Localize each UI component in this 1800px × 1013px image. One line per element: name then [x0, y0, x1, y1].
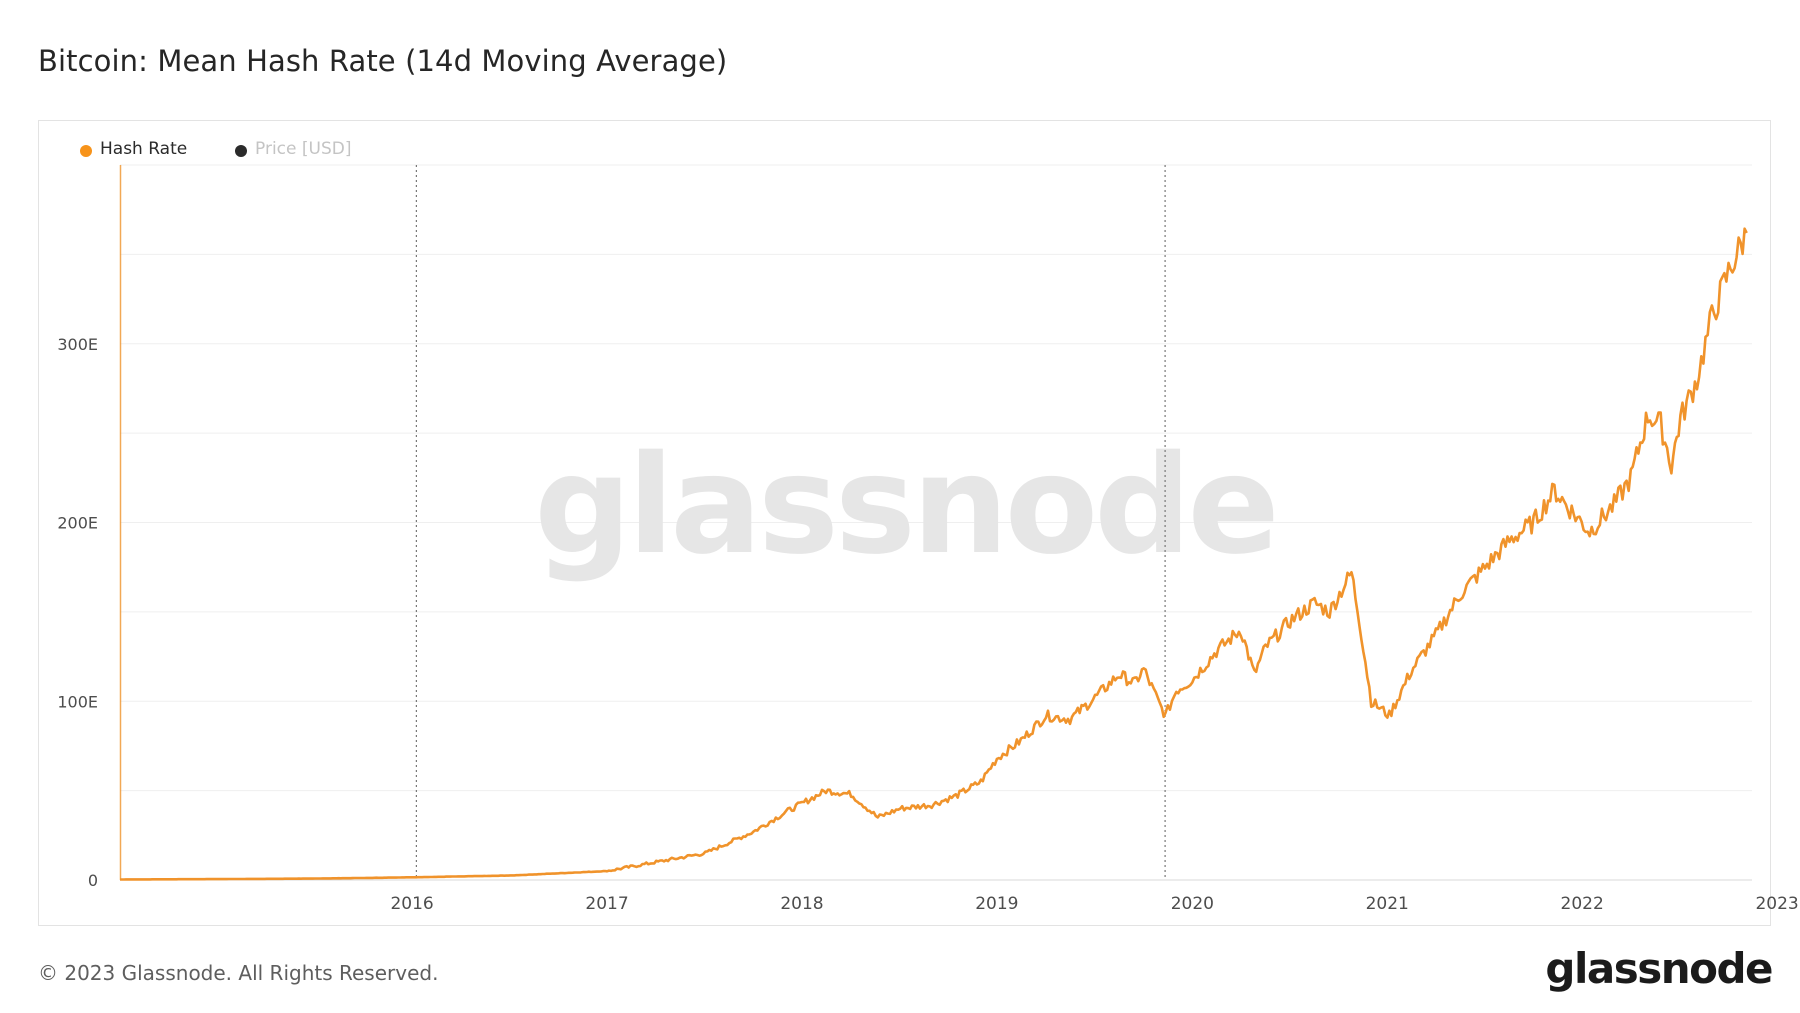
vertical-markers — [415, 165, 1166, 880]
x-tick-label: 2018 — [780, 894, 823, 914]
legend-item-price[interactable]: Price [USD] — [255, 139, 352, 159]
x-tick-label: 2016 — [390, 894, 433, 914]
legend-item-hash-rate[interactable]: Hash Rate — [100, 139, 188, 159]
x-tick-label: 2019 — [975, 894, 1018, 914]
watermark: glassnode — [534, 427, 1275, 585]
y-tick-label: 300E — [57, 335, 98, 354]
y-tick-label: 0 — [88, 871, 98, 890]
copyright-text: © 2023 Glassnode. All Rights Reserved. — [38, 961, 439, 985]
y-axis-ticks: 0 100E 200E 300E — [57, 335, 98, 890]
x-tick-label: 2020 — [1171, 894, 1214, 914]
x-tick-label: 2023 — [1755, 894, 1798, 914]
series-line-hash-rate — [120, 227, 1748, 881]
chart-title: Bitcoin: Mean Hash Rate (14d Moving Aver… — [38, 44, 728, 78]
grid-lines — [120, 164, 1752, 792]
legend-dot-hash-rate — [80, 145, 92, 157]
legend-dot-price — [235, 145, 247, 157]
x-tick-label: 2021 — [1366, 894, 1409, 914]
series-layer — [119, 165, 1748, 881]
y-tick-label: 200E — [57, 514, 98, 533]
y-tick-label: 100E — [57, 692, 98, 711]
glassnode-logo: glassnode — [1545, 944, 1773, 993]
x-tick-label: 2017 — [585, 894, 628, 914]
x-tick-label: 2022 — [1561, 894, 1604, 914]
x-axis-ticks: 2016 2017 2018 2019 2020 2021 2022 2023 — [390, 894, 1798, 914]
